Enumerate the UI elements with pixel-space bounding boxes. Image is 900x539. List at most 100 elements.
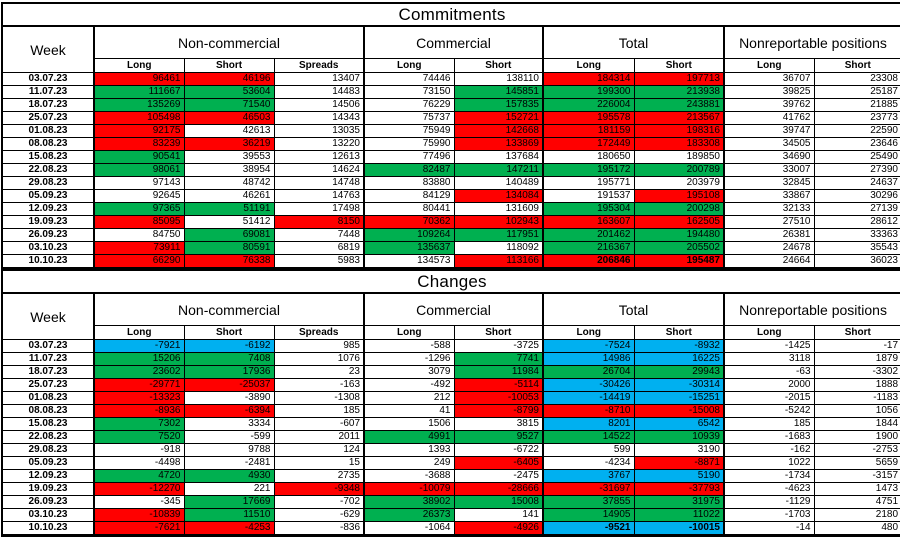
value-cell: 98061 [93, 163, 185, 177]
value-cell: 4930 [183, 469, 275, 483]
col-header: Long [363, 325, 455, 340]
value-cell: 26373 [363, 508, 455, 522]
value-cell: 23602 [93, 365, 185, 379]
week-cell: 03.10.23 [1, 241, 95, 255]
value-cell: -12270 [93, 482, 185, 496]
value-cell: 37855 [542, 495, 635, 509]
value-cell: 8150 [273, 215, 365, 229]
value-cell: 11022 [633, 508, 725, 522]
col-header: Short [633, 325, 725, 340]
value-cell: 15008 [453, 495, 544, 509]
value-cell: 10939 [633, 430, 725, 444]
value-cell: 11984 [453, 365, 544, 379]
value-cell: 76338 [183, 254, 275, 269]
table-row: 15.08.23 7302 3334 -607 1506 3815 8201 6542 185 1… [1, 417, 900, 431]
week-cell: 26.09.23 [1, 228, 95, 242]
value-cell: -1425 [723, 339, 815, 353]
week-header: Week [1, 292, 95, 340]
value-cell: 23773 [813, 111, 900, 125]
col-header: Short [183, 325, 275, 340]
value-cell: -17 [813, 339, 900, 353]
value-cell: -13323 [93, 391, 185, 405]
col-header: Spreads [273, 325, 365, 340]
value-cell: 14763 [273, 189, 365, 203]
value-cell: -1129 [723, 495, 815, 509]
week-cell: 26.09.23 [1, 495, 95, 509]
col-header: Long [542, 58, 635, 73]
value-cell: 197713 [633, 72, 725, 86]
value-cell: 71540 [183, 98, 275, 112]
value-cell: 157835 [453, 98, 544, 112]
col-header: Short [633, 58, 725, 73]
value-cell: 22590 [813, 124, 900, 138]
value-cell: 185 [273, 404, 365, 418]
week-cell: 25.07.23 [1, 378, 95, 392]
group-header: Nonreportable positions [722, 292, 900, 326]
col-header: Short [453, 58, 544, 73]
value-cell: 135269 [93, 98, 185, 112]
value-cell: 26704 [542, 365, 635, 379]
week-cell: 22.08.23 [1, 430, 95, 444]
week-cell: 10.10.23 [1, 521, 95, 536]
value-cell: 14748 [273, 176, 365, 190]
value-cell: 36219 [183, 137, 275, 151]
value-cell: 14522 [542, 430, 635, 444]
commitments-table: Commitments Week Non-commercial Commercial T… [1, 2, 900, 269]
value-cell: -8799 [453, 404, 544, 418]
value-cell: 66290 [93, 254, 185, 269]
value-cell: 185 [723, 417, 815, 431]
value-cell: 3815 [453, 417, 544, 431]
value-cell: 7302 [93, 417, 185, 431]
col-header: Short [453, 325, 544, 340]
value-cell: 5659 [813, 456, 900, 470]
value-cell: 36707 [723, 72, 815, 86]
week-cell: 05.09.23 [1, 456, 95, 470]
value-cell: 39553 [183, 150, 275, 164]
value-cell: 147211 [453, 163, 544, 177]
value-cell: 24637 [813, 176, 900, 190]
value-cell: -1296 [363, 352, 455, 366]
value-cell: 205502 [633, 241, 725, 255]
value-cell: 41 [363, 404, 455, 418]
week-cell: 12.09.23 [1, 469, 95, 483]
value-cell: -10015 [633, 521, 725, 536]
value-cell: 140489 [453, 176, 544, 190]
week-cell: 19.09.23 [1, 215, 95, 229]
value-cell: 35543 [813, 241, 900, 255]
value-cell: 3767 [542, 469, 635, 483]
col-header: Long [363, 58, 455, 73]
week-cell: 29.08.23 [1, 443, 95, 457]
week-cell: 11.07.23 [1, 352, 95, 366]
value-cell: 195771 [542, 176, 635, 190]
value-cell: 206846 [542, 254, 635, 269]
value-cell: -3688 [363, 469, 455, 483]
value-cell: -836 [273, 521, 365, 536]
value-cell: 83880 [363, 176, 455, 190]
value-cell: 117951 [453, 228, 544, 242]
value-cell: -6722 [453, 443, 544, 457]
value-cell: 23 [273, 365, 365, 379]
value-cell: 33363 [813, 228, 900, 242]
value-cell: 1900 [813, 430, 900, 444]
value-cell: 213567 [633, 111, 725, 125]
table-row: 08.08.23 -8936 -6394 185 41 -8799 -8710 -15008-… [1, 404, 900, 418]
value-cell: 7448 [273, 228, 365, 242]
col-header: Short [813, 58, 900, 73]
value-cell: -1308 [273, 391, 365, 405]
value-cell: 138110 [453, 72, 544, 86]
value-cell: 23308 [813, 72, 900, 86]
week-cell: 01.08.23 [1, 124, 95, 138]
value-cell: 8201 [542, 417, 635, 431]
table-row: 19.09.23 85095 51412 8150 70362 102943 163607 1… [1, 215, 900, 229]
value-cell: 31975 [633, 495, 725, 509]
value-cell: 13407 [273, 72, 365, 86]
col-header: Short [183, 58, 275, 73]
value-cell: 17498 [273, 202, 365, 216]
value-cell: -629 [273, 508, 365, 522]
value-cell: 111667 [93, 85, 185, 99]
week-cell: 08.08.23 [1, 137, 95, 151]
col-header: Long [723, 58, 815, 73]
value-cell: 38954 [183, 163, 275, 177]
value-cell: 33867 [723, 189, 815, 203]
value-cell: 3079 [363, 365, 455, 379]
